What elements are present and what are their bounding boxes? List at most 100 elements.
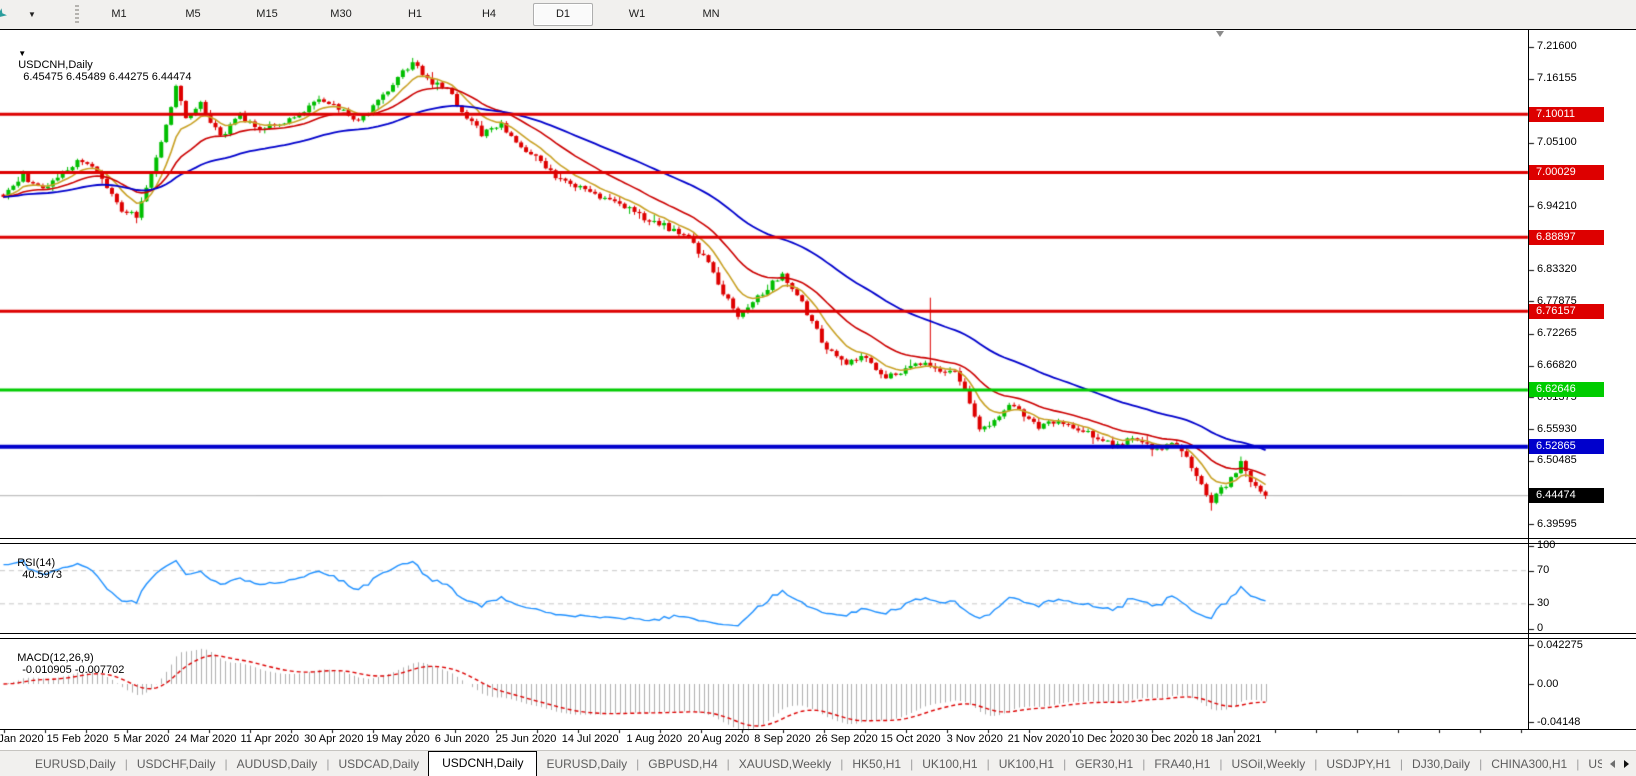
date-axis-label: 6 Jun 2020 [434,733,490,745]
tab-separator: | [726,757,730,771]
tab-scroll-right-icon[interactable] [1624,759,1629,768]
tab-USDJPY-H1[interactable]: USDJPY,H1 [1326,757,1391,771]
tab-FRA40-H1[interactable]: FRA40,H1 [1154,757,1211,771]
tab-separator: | [1479,757,1483,771]
tab-CHINA300-H1[interactable]: CHINA300,H1 [1491,757,1568,771]
date-axis-label: 11 Apr 2020 [240,733,299,745]
macd-name: MACD(12,26,9) [17,652,94,664]
date-axis-label: 28 Jan 2020 [0,733,44,745]
tab-separator: | [1399,757,1404,771]
date-axis-label: 14 Jul 2020 [561,733,619,745]
symbol-tab-bar: EURUSD,Daily | USDCHF,Daily | AUDUSD,Daily | U… [0,750,1636,776]
date-axis-label: 24 Mar 2020 [174,733,237,745]
price-axis-tick-label: 7.16155 [1537,72,1577,85]
chart-collapse-icon[interactable]: ▼ [18,49,27,58]
date-axis-label: 25 Jun 2020 [495,733,557,745]
tab-separator: | [910,757,914,771]
tab-separator: | [1063,757,1067,771]
price-level-badge: 6.44474 [1529,488,1604,504]
date-axis-label: 30 Dec 2020 [1135,733,1199,745]
tab-US[interactable]: US [1588,757,1602,771]
price-level-badge: 7.10011 [1529,106,1604,122]
price-axis-tick-label: 6.83320 [1537,263,1577,276]
tab-GBPUSD-H4[interactable]: GBPUSD,H4 [648,757,718,771]
tab-AUDUSD-Daily[interactable]: AUDUSD,Daily [236,757,318,771]
tab-UK100-H1[interactable]: UK100,H1 [998,757,1055,771]
date-axis-label: 30 Apr 2020 [304,733,364,745]
price-level-badge: 6.52865 [1529,439,1604,455]
tab-separator: | [326,757,330,771]
macd-values: -0.010905 -0.007702 [22,664,125,676]
tab-USDCNH-Daily[interactable]: USDCNH,Daily [428,751,538,776]
chart-top-border [0,29,1636,30]
tab-separator: | [124,757,128,771]
price-axis-tick-label: 7.21600 [1537,40,1577,53]
date-axis-label: 3 Nov 2020 [946,733,1003,745]
price-level-badge: 6.62646 [1529,382,1604,398]
tab-USOil-Weekly[interactable]: USOil,Weekly [1231,757,1306,771]
date-axis-label: 20 Aug 2020 [687,733,750,745]
tab-scroll-controls [1602,751,1633,776]
date-axis-label: 1 Aug 2020 [626,733,683,745]
tab-GER30-H1[interactable]: GER30,H1 [1075,757,1134,771]
date-axis-label: 19 May 2020 [366,733,430,745]
tab-separator: | [224,757,228,771]
chart-ohlc-quote: 6.45475 6.45489 6.44275 6.44474 [23,71,192,83]
tab-HK50-H1[interactable]: HK50,H1 [852,757,902,771]
price-axis-tick-label: 6.94210 [1537,199,1577,212]
macd-axis-tick-label: 0.00 [1537,677,1559,690]
tab-separator: | [1576,757,1580,771]
date-axis-label: 10 Dec 2020 [1071,733,1135,745]
date-axis-label: 21 Nov 2020 [1007,733,1070,745]
tab-USDCAD-Daily[interactable]: USDCAD,Daily [338,757,420,771]
tab-separator: | [1142,757,1146,771]
symbol-tabs: EURUSD,Daily | USDCHF,Daily | AUDUSD,Daily | U… [26,751,1602,776]
tab-separator: | [1219,757,1223,771]
price-axis-tick-label: 6.72265 [1537,327,1577,340]
date-axis-label: 15 Oct 2020 [880,733,941,745]
chart-bottom-border [0,729,1636,730]
tab-XAUUSD-Weekly[interactable]: XAUUSD,Weekly [738,757,832,771]
price-level-badge: 6.76157 [1529,303,1604,319]
pane-splitter-macd[interactable] [0,633,1636,639]
price-axis-tick-label: 6.55930 [1537,422,1577,435]
tab-scroll-left-icon[interactable] [1610,759,1615,768]
rsi-axis-tick-label: 0 [1537,622,1544,635]
rsi-axis-tick-label: 100 [1537,539,1556,552]
macd-axis-tick-label: -0.04148 [1537,715,1581,728]
tab-separator: | [1314,757,1318,771]
macd-axis-tick-label: 0.042275 [1537,638,1583,651]
chart-title: ▼ USDCNH,Daily 6.45475 6.45489 6.44275 6… [6,35,191,95]
date-axis-label: 5 Mar 2020 [113,733,170,745]
price-level-badge: 6.88897 [1529,229,1604,245]
rsi-axis-tick-label: 70 [1537,564,1550,577]
price-axis-tick-label: 7.05100 [1537,136,1577,149]
tab-separator: | [636,757,640,771]
rsi-indicator-label: RSI(14) 40.5973 [5,545,62,593]
tab-USDCHF-Daily[interactable]: USDCHF,Daily [136,757,216,771]
tab-EURUSD-Daily[interactable]: EURUSD,Daily [35,757,116,771]
price-axis-border [1528,29,1529,730]
macd-indicator-label: MACD(12,26,9) -0.010905 -0.007702 [5,640,124,688]
price-axis-tick-label: 6.39595 [1537,517,1577,530]
chart-symbol-period: USDCNH,Daily [18,59,93,71]
rsi-value: 40.5973 [22,569,62,581]
date-axis-label: 18 Jan 2021 [1200,733,1262,745]
tab-UK100-H1[interactable]: UK100,H1 [922,757,978,771]
price-axis-tick-label: 6.66820 [1537,359,1577,372]
date-axis-label: 8 Sep 2020 [754,733,811,745]
rsi-name: RSI(14) [17,557,56,569]
chart-shift-marker-icon[interactable] [1216,31,1224,37]
tab-EURUSD-Daily[interactable]: EURUSD,Daily [546,757,628,771]
date-axis-label: 26 Sep 2020 [815,733,878,745]
price-level-badge: 7.00029 [1529,164,1604,180]
tab-DJ30-Daily[interactable]: DJ30,Daily [1412,757,1471,771]
price-axis-tick-label: 6.50485 [1537,454,1577,467]
tab-separator: | [840,757,844,771]
date-axis-label: 15 Feb 2020 [46,733,109,745]
rsi-axis-tick-label: 30 [1537,597,1550,610]
pane-splitter-rsi[interactable] [0,538,1636,544]
tab-separator: | [986,757,990,771]
